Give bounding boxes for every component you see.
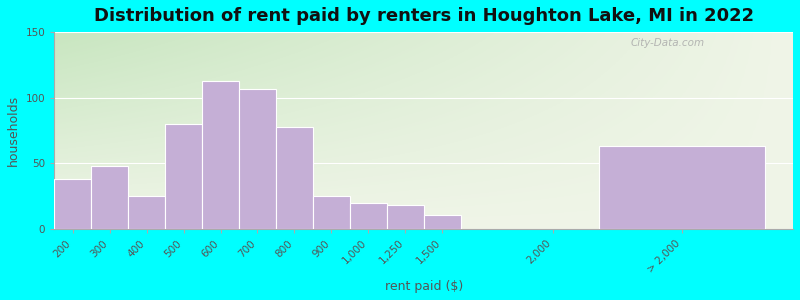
- Title: Distribution of rent paid by renters in Houghton Lake, MI in 2022: Distribution of rent paid by renters in …: [94, 7, 754, 25]
- Bar: [128, 196, 165, 229]
- Bar: [239, 88, 276, 229]
- Text: City-Data.com: City-Data.com: [630, 38, 705, 48]
- Bar: [165, 124, 202, 229]
- Bar: [202, 81, 239, 229]
- Bar: [386, 206, 424, 229]
- Bar: [276, 127, 313, 229]
- Bar: [313, 196, 350, 229]
- Y-axis label: households: households: [7, 95, 20, 166]
- Bar: [599, 146, 766, 229]
- Bar: [91, 166, 128, 229]
- Bar: [54, 179, 91, 229]
- X-axis label: rent paid ($): rent paid ($): [385, 280, 462, 293]
- Bar: [424, 214, 461, 229]
- Bar: [350, 203, 386, 229]
